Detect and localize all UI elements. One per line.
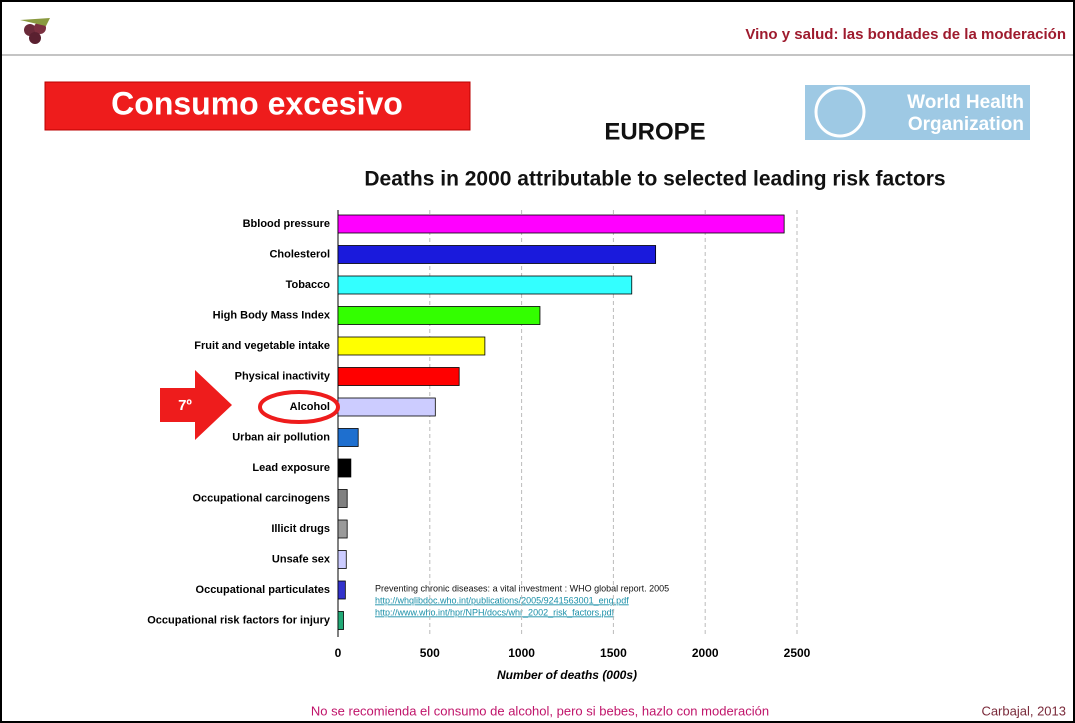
bar — [337, 214, 785, 234]
bar — [337, 336, 486, 356]
chart-subtitle: Deaths in 2000 attributable to selected … — [364, 168, 945, 191]
x-tick-label: 1500 — [600, 646, 627, 660]
y-tick-label: Cholesterol — [269, 248, 330, 260]
x-tick-label: 2500 — [784, 646, 811, 660]
highlight-ellipse — [258, 390, 340, 424]
who-text: Organization — [908, 114, 1024, 135]
y-tick-label: Illicit drugs — [271, 523, 330, 535]
y-tick-label: Fruit and vegetable intake — [194, 340, 330, 352]
bar — [337, 245, 657, 264]
y-tick-label: Occupational carcinogens — [192, 492, 330, 504]
bar — [337, 306, 541, 325]
grape-icon — [20, 18, 50, 44]
y-tick-label: Occupational particulates — [196, 584, 330, 596]
arrow — [160, 370, 232, 440]
credit: Carbajal, 2013 — [981, 703, 1066, 718]
who-logo — [805, 85, 1030, 140]
chart-title: EUROPE — [604, 118, 705, 145]
who-text: World Health — [907, 92, 1024, 113]
bar — [337, 458, 352, 478]
source-link[interactable]: http://whqlibdoc.who.int/publications/20… — [375, 595, 629, 605]
y-tick-label: Alcohol — [290, 401, 330, 413]
bar — [337, 580, 346, 600]
y-tick-label: Tobacco — [286, 279, 331, 291]
banner-box — [44, 81, 471, 131]
bar — [337, 611, 344, 630]
banner: Consumo excesivo — [111, 85, 403, 121]
y-tick-label: Occupational risk factors for injury — [147, 614, 331, 626]
bar — [337, 489, 348, 508]
y-tick-label: Lead exposure — [252, 462, 330, 474]
y-tick-label: Unsafe sex — [272, 553, 331, 565]
x-tick-label: 2000 — [692, 646, 719, 660]
y-tick-label: High Body Mass Index — [213, 309, 331, 321]
x-tick-label: 0 — [335, 646, 342, 660]
y-tick-label: Physical inactivity — [235, 370, 331, 382]
who-emblem — [814, 86, 866, 138]
header: Vino y salud: las bondades de la moderac… — [745, 26, 1066, 43]
source-link[interactable]: http://www.who.int/hpr/NPH/docs/whr_2002… — [375, 607, 615, 617]
bar — [337, 428, 359, 447]
footer: No se recomienda el consumo de alcohol, … — [311, 703, 769, 718]
y-tick-label: Urban air pollution — [232, 431, 330, 443]
x-tick-label: 500 — [420, 646, 440, 660]
x-axis-label: Number of deaths (000s) — [497, 668, 637, 682]
bar — [337, 519, 348, 539]
y-tick-label: Bblood pressure — [243, 218, 330, 230]
bar — [337, 397, 436, 417]
bar — [337, 275, 633, 295]
x-tick-label: 1000 — [508, 646, 535, 660]
annotation: 7º — [178, 397, 192, 414]
bar — [337, 367, 460, 386]
bar — [337, 550, 347, 569]
